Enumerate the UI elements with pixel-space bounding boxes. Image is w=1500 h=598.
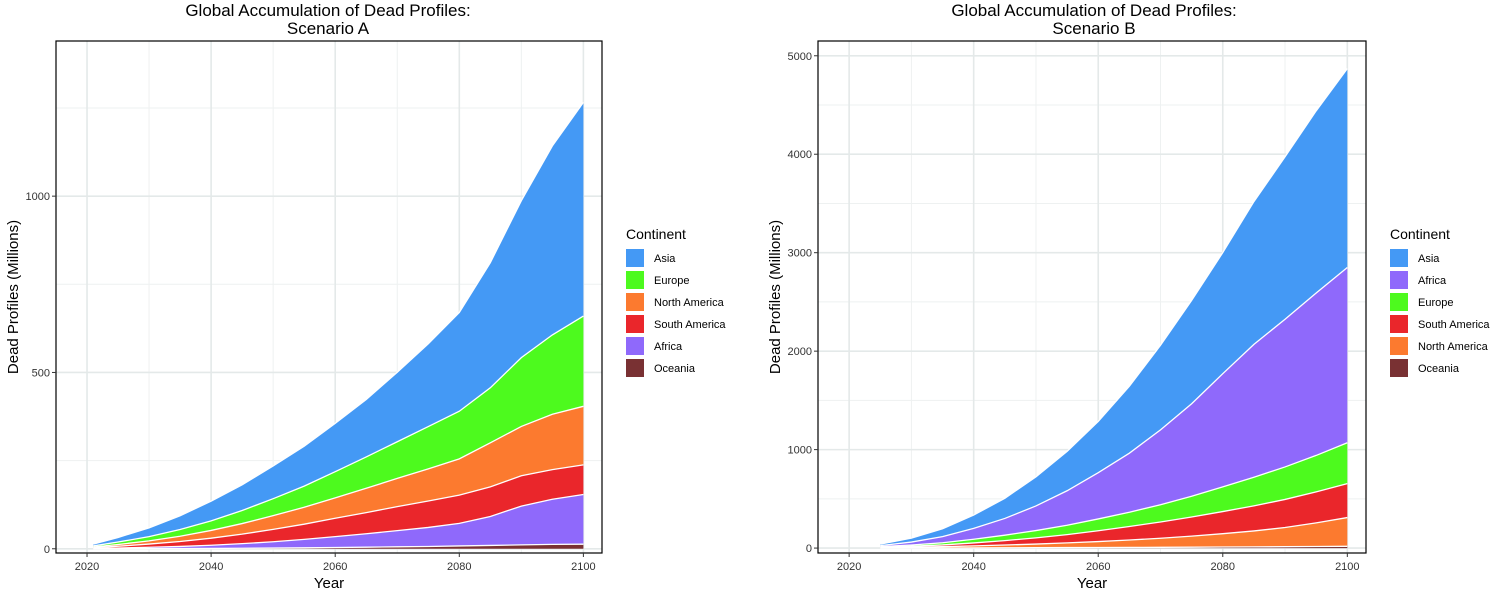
plot-border [55, 40, 603, 554]
legend-swatch-north-america [626, 293, 644, 311]
legend-swatch-europe [1390, 293, 1408, 311]
legend-swatch-oceania [626, 359, 644, 377]
legend-label-europe: Europe [654, 275, 689, 287]
x-tick-label: 2040 [961, 561, 985, 573]
stacked-areas [880, 68, 1348, 549]
legend-label-oceania: Oceania [1418, 363, 1460, 375]
legend: Continent Asia Europe North America South Am… [626, 226, 726, 377]
area-north-america [880, 517, 1348, 549]
legend-swatch-south-america [1390, 315, 1408, 333]
legend-swatch-africa [1390, 271, 1408, 289]
x-axis-title: Year [314, 575, 344, 592]
y-tick-label: 2000 [788, 346, 812, 358]
legend-swatch-south-america [626, 315, 644, 333]
legend: Continent Asia Africa Europe South America No… [1390, 226, 1490, 377]
y-axis-title: Dead Profiles (Millions) [5, 220, 22, 374]
legend-swatch-africa [626, 337, 644, 355]
area-north-america [93, 406, 584, 548]
chart-title-line-1: Global Accumulation of Dead Profiles: [185, 1, 470, 20]
legend-swatch-north-america [1390, 337, 1408, 355]
y-tick-label: 0 [806, 543, 812, 555]
legend-title: Continent [1390, 226, 1450, 242]
chart-scenario-b: 2020 2040 2060 2080 2100 0 1000 2000 3000 4000 500… [767, 1, 1490, 592]
boundary-europe [93, 315, 584, 547]
area-oceania [93, 544, 584, 549]
plot-border [817, 40, 1367, 554]
x-tick-label: 2040 [199, 561, 223, 573]
axes: 2020 2040 2060 2080 2100 0 500 1000 [26, 191, 596, 573]
legend-label-south-america: South America [654, 319, 726, 331]
chart-title-line-2: Scenario B [1052, 19, 1135, 38]
legend-swatch-asia [626, 249, 644, 267]
legend-label-africa: Africa [1418, 275, 1447, 287]
boundary-south-america [880, 482, 1348, 548]
stacked-areas [93, 101, 584, 550]
area-africa [880, 267, 1348, 547]
legend-label-north-america: North America [1418, 341, 1489, 353]
legend-label-africa: Africa [654, 341, 683, 353]
legend-label-asia: Asia [654, 253, 676, 265]
y-tick-label: 4000 [788, 149, 812, 161]
y-tick-label: 5000 [788, 51, 812, 63]
legend-label-south-america: South America [1418, 319, 1490, 331]
legend-label-oceania: Oceania [654, 363, 696, 375]
area-south-america [880, 483, 1348, 548]
boundary-europe [880, 442, 1348, 548]
x-tick-label: 2080 [1211, 561, 1235, 573]
x-tick-label: 2020 [837, 561, 861, 573]
boundary-oceania [880, 545, 1348, 549]
boundary-south-america [93, 464, 584, 549]
x-axis-title: Year [1077, 575, 1107, 592]
boundary-oceania [93, 543, 584, 550]
boundary-north-america [880, 516, 1348, 549]
area-europe [880, 442, 1348, 548]
area-africa [93, 494, 584, 549]
x-tick-label: 2100 [1335, 561, 1359, 573]
area-asia [93, 102, 584, 546]
x-tick-label: 2060 [323, 561, 347, 573]
y-tick-label: 1000 [788, 445, 812, 457]
chart-title-line-1: Global Accumulation of Dead Profiles: [951, 1, 1236, 20]
legend-swatch-asia [1390, 249, 1408, 267]
y-tick-label: 3000 [788, 248, 812, 260]
legend-label-europe: Europe [1418, 297, 1453, 309]
legend-swatch-europe [626, 271, 644, 289]
boundary-north-america [93, 405, 584, 548]
boundary-asia [93, 101, 584, 545]
x-tick-label: 2020 [75, 561, 99, 573]
legend-title: Continent [626, 226, 686, 242]
area-oceania [880, 546, 1348, 549]
area-asia [880, 68, 1348, 546]
y-tick-label: 500 [32, 367, 50, 379]
boundary-africa [93, 493, 584, 550]
legend-swatch-oceania [1390, 359, 1408, 377]
x-tick-label: 2080 [447, 561, 471, 573]
chart-scenario-a: 2020 2040 2060 2080 2100 0 500 1000 Year Dead Pro… [5, 1, 726, 592]
boundary-asia [880, 68, 1348, 545]
x-tick-label: 2060 [1086, 561, 1110, 573]
axes: 2020 2040 2060 2080 2100 0 1000 2000 3000 4000 500… [788, 51, 1360, 573]
area-europe [93, 316, 584, 548]
legend-label-north-america: North America [654, 297, 725, 309]
boundary-africa [880, 266, 1348, 547]
x-tick-label: 2100 [571, 561, 595, 573]
chart-title-line-2: Scenario A [287, 19, 370, 38]
y-tick-label: 0 [44, 544, 50, 556]
y-axis-title: Dead Profiles (Millions) [767, 220, 784, 374]
legend-label-asia: Asia [1418, 253, 1440, 265]
y-tick-label: 1000 [26, 191, 50, 203]
